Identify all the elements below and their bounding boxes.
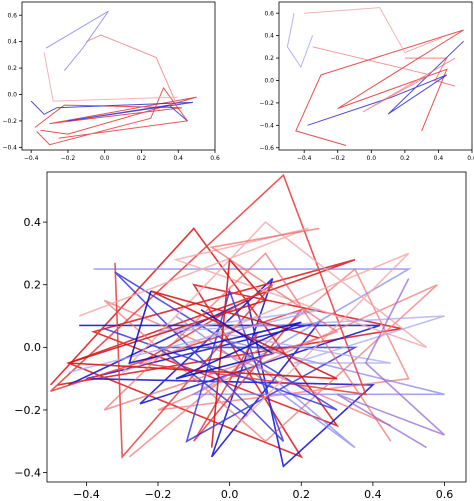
x-tick-label: 0.2 (400, 155, 410, 162)
x-tick-label: −0.4 (297, 155, 312, 162)
series-line-0 (50, 227, 402, 459)
y-tick-label: −0.4 (14, 466, 41, 479)
y-tick-label: −0.4 (259, 122, 274, 129)
y-tick-label: 0.0 (264, 78, 274, 85)
x-tick-label: 0.0 (367, 155, 377, 162)
x-tick-label: −0.4 (73, 488, 100, 501)
series-line-9 (128, 290, 302, 380)
y-tick-label: 0.4 (7, 39, 17, 46)
series-line-3 (93, 268, 445, 449)
series-line-0 (34, 96, 197, 135)
x-tick-label: −0.4 (24, 155, 39, 162)
x-tick-label: 0.4 (173, 155, 183, 162)
x-tick-label: 0.4 (434, 155, 444, 162)
top-left-plot: −0.4 −0.2 0.0 0.2 0.4 0.6 −0.4 −0.2 0.0 0.2 0.4 0.6 (2, 1, 220, 162)
y-tick-label: −0.2 (2, 118, 17, 125)
series-line-5 (43, 52, 179, 102)
series-line-5 (404, 57, 456, 87)
axes-frame (278, 1, 473, 151)
series-line-4 (50, 173, 367, 459)
series-line-7 (68, 309, 445, 374)
series-line-2 (45, 10, 109, 72)
y-tick-label: −0.2 (259, 100, 274, 107)
series-line-4 (36, 86, 189, 146)
series-group (30, 10, 197, 146)
x-tick-label: 0.6 (436, 488, 454, 501)
x-tick-label: −0.2 (61, 155, 76, 162)
y-tick-label: 0.2 (7, 65, 17, 72)
y-tick-label: −0.4 (2, 144, 17, 151)
y-tick-label: −0.2 (14, 404, 41, 417)
top-right-plot: −0.4 −0.2 0.0 0.2 0.4 0.6 −0.6 −0.4 −0.2 0.0 0.2 0.… (259, 1, 474, 162)
bottom-plot: −0.4 −0.2 0.0 0.2 0.4 0.6 −0.4 −0.2 0.0 0.2 0.4 (14, 171, 467, 501)
x-tick-label: 0.2 (137, 155, 147, 162)
series-group (50, 173, 446, 468)
series-group (286, 7, 464, 146)
y-tick-label: 0.2 (264, 55, 274, 62)
y-tick-label: 0.4 (24, 216, 42, 229)
series-line-5 (104, 271, 359, 443)
x-tick-label: −0.2 (330, 155, 345, 162)
y-tick-label: 0.4 (264, 33, 274, 40)
y-tick-label: −0.6 (259, 145, 274, 152)
y-tick-label: 0.6 (264, 10, 274, 17)
series-line-1 (307, 40, 464, 126)
series-line-10 (103, 227, 392, 442)
series-line-3 (304, 7, 442, 54)
y-tick-label: 0.2 (24, 279, 42, 292)
x-tick-label: 0.0 (221, 488, 239, 501)
y-tick-label: 0.0 (7, 92, 17, 99)
y-tick-label: 0.6 (7, 12, 17, 19)
series-line-2 (286, 13, 314, 69)
series-line-1 (30, 100, 193, 122)
series-line-0 (295, 29, 464, 146)
x-tick-label: −0.2 (145, 488, 172, 501)
series-line-11 (336, 278, 446, 449)
y-tick-label: 0.0 (24, 341, 42, 354)
x-tick-label: 0.4 (364, 488, 382, 501)
series-line-3 (86, 34, 176, 100)
x-tick-label: 0.6 (210, 155, 220, 162)
series-line-4 (312, 46, 456, 113)
x-tick-label: 0.2 (293, 488, 311, 501)
axes-frame (21, 1, 216, 151)
x-tick-label: 0.6 (467, 155, 474, 162)
axes-frame (46, 171, 467, 483)
x-tick-label: 0.0 (100, 155, 110, 162)
